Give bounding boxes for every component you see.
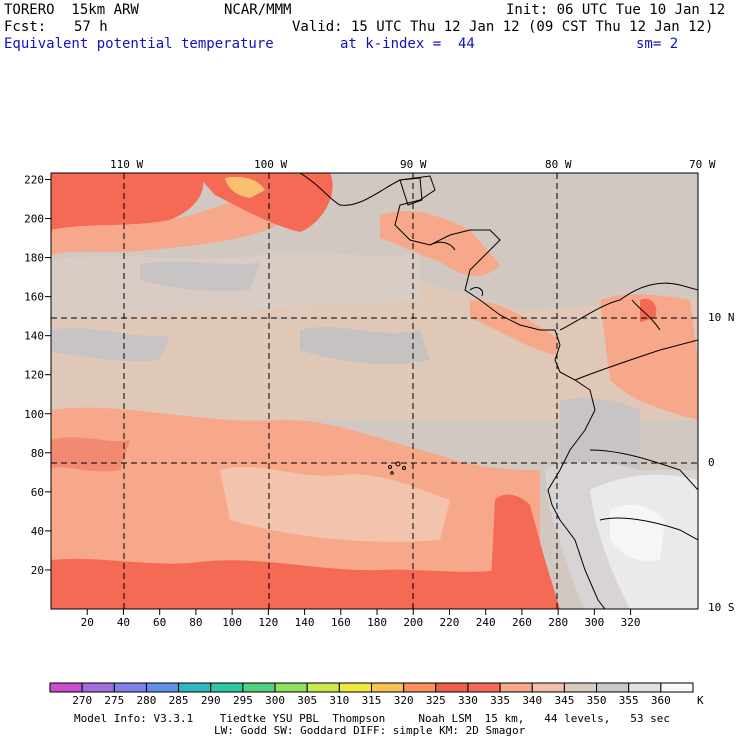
bottom-tick-label: 200 xyxy=(403,616,423,629)
bottom-tick-label: 180 xyxy=(367,616,387,629)
lat-lon-grid xyxy=(51,173,698,609)
bottom-tick-label: 160 xyxy=(331,616,351,629)
bottom-tick-label: 40 xyxy=(117,616,130,629)
colorbar-label: 330 xyxy=(458,694,478,707)
colorbar-swatch xyxy=(467,682,501,693)
colorbar-label: 335 xyxy=(490,694,510,707)
colorbar-label: 350 xyxy=(587,694,607,707)
colorbar-swatch xyxy=(371,682,405,693)
colorbar: 270 275 280 285 290 295 300 305 310 315 320 325 330 3… xyxy=(49,682,694,707)
colorbar-label: 290 xyxy=(201,694,221,707)
physics-info: LW: Godd SW: Goddard DIFF: simple KM: 2D… xyxy=(214,724,526,737)
bottom-tick-label: 240 xyxy=(476,616,496,629)
lon-label-90w: 90 W xyxy=(400,158,427,171)
forecast-hour: 57 h xyxy=(74,19,108,35)
colorbar-swatch xyxy=(242,682,276,693)
left-tick-label: 160 xyxy=(24,291,44,304)
colorbar-swatch xyxy=(113,682,147,693)
bottom-tick-label: 60 xyxy=(153,616,166,629)
colorbar-swatch xyxy=(435,682,469,693)
bottom-tick-label: 320 xyxy=(621,616,641,629)
left-tick-label: 60 xyxy=(31,486,44,499)
colorbar-label: 360 xyxy=(651,694,671,707)
colorbar-label: 305 xyxy=(297,694,317,707)
bottom-tick-label: 120 xyxy=(258,616,278,629)
colorbar-label: 295 xyxy=(233,694,253,707)
lat-label-10s: 10 S xyxy=(708,601,735,614)
colorbar-label: 340 xyxy=(522,694,542,707)
left-tick-label: 20 xyxy=(31,564,44,577)
colorbar-swatch xyxy=(596,682,630,693)
lon-label-100w: 100 W xyxy=(254,158,288,171)
map-frame xyxy=(50,172,699,610)
lat-label-10n: 10 N xyxy=(708,311,735,324)
bottom-tick-label: 100 xyxy=(222,616,242,629)
axis-ticks xyxy=(45,178,632,615)
lon-label-110w: 110 W xyxy=(110,158,144,171)
bottom-tick-label: 300 xyxy=(584,616,604,629)
forecast-label: Fcst: xyxy=(4,19,47,35)
colorbar-label: 270 xyxy=(72,694,92,707)
colorbar-label: 310 xyxy=(329,694,349,707)
level-index: at k-index = 44 xyxy=(340,36,475,52)
colorbar-swatch xyxy=(499,682,533,693)
bottom-tick-label: 20 xyxy=(81,616,94,629)
init-time: Init: 06 UTC Tue 10 Jan 12 xyxy=(506,2,726,18)
colorbar-label: 275 xyxy=(104,694,124,707)
colorbar-swatch xyxy=(81,682,115,693)
left-tick-label: 120 xyxy=(24,369,44,382)
smoothing: sm= 2 xyxy=(636,36,679,52)
left-tick-label: 220 xyxy=(24,173,44,186)
lon-label-80w: 80 W xyxy=(545,158,572,171)
colorbar-swatch xyxy=(178,682,212,693)
axis-labels: 20 40 60 80 100 120 140 160 180 200 220 20 40 60 80 100… xyxy=(24,173,640,629)
left-tick-label: 80 xyxy=(31,447,44,460)
left-tick-label: 100 xyxy=(24,408,44,421)
colorbar-swatch xyxy=(403,682,437,693)
colorbar-swatch xyxy=(210,682,244,693)
colorbar-swatch xyxy=(306,682,340,693)
bottom-tick-label: 220 xyxy=(440,616,460,629)
colorbar-swatch xyxy=(49,682,83,693)
colorbar-swatch xyxy=(145,682,180,693)
lat-label-0: 0 xyxy=(708,456,715,469)
left-tick-label: 180 xyxy=(24,252,44,265)
colorbar-label: 315 xyxy=(362,694,382,707)
field-shading xyxy=(51,173,698,609)
bottom-tick-label: 280 xyxy=(548,616,568,629)
left-tick-label: 140 xyxy=(24,330,44,343)
colorbar-swatch xyxy=(660,682,694,693)
bottom-tick-label: 140 xyxy=(295,616,315,629)
colorbar-swatch xyxy=(531,682,565,693)
center-name: NCAR/MMM xyxy=(224,2,292,18)
colorbar-unit: K xyxy=(697,694,704,707)
colorbar-label: 320 xyxy=(394,694,414,707)
colorbar-label: 355 xyxy=(619,694,639,707)
colorbar-swatch xyxy=(274,682,308,693)
colorbar-label: 300 xyxy=(265,694,285,707)
field-name: Equivalent potential temperature xyxy=(4,36,274,52)
colorbar-label: 285 xyxy=(169,694,189,707)
colorbar-label: 345 xyxy=(554,694,574,707)
left-tick-label: 200 xyxy=(24,213,44,226)
colorbar-swatch xyxy=(563,682,598,693)
colorbar-label: 280 xyxy=(137,694,157,707)
colorbar-swatch xyxy=(628,682,662,693)
valid-time: Valid: 15 UTC Thu 12 Jan 12 (09 CST Thu … xyxy=(292,19,714,35)
model-title: TORERO 15km ARW xyxy=(4,2,139,18)
lon-label-70w: 70 W xyxy=(689,158,716,171)
colorbar-swatch xyxy=(338,682,373,693)
bottom-tick-label: 260 xyxy=(512,616,532,629)
colorbar-label: 325 xyxy=(426,694,446,707)
model-info: Model Info: V3.3.1 Tiedtke YSU PBL Thomp… xyxy=(74,712,671,725)
bottom-tick-label: 80 xyxy=(189,616,202,629)
left-tick-label: 40 xyxy=(31,525,44,538)
